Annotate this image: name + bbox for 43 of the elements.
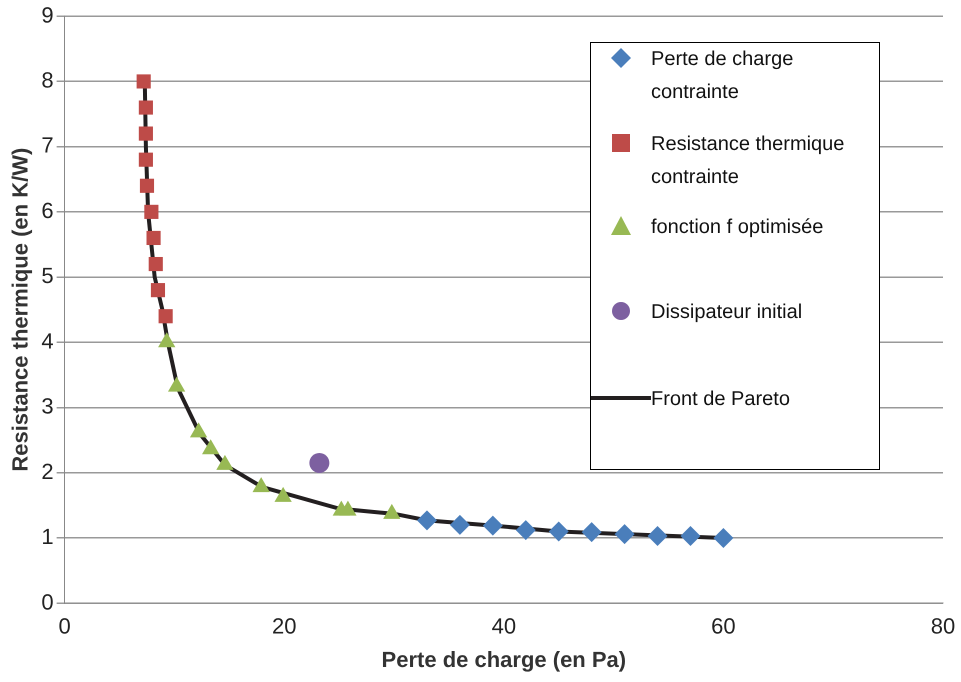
point (680, 526, 700, 546)
point (144, 204, 158, 219)
x-tick-label: 80 (930, 613, 956, 638)
point (138, 126, 153, 141)
point (648, 526, 668, 546)
point (136, 74, 151, 88)
point (548, 521, 569, 542)
y-tick-label: 6 (41, 198, 54, 223)
y-tick-label: 7 (41, 132, 54, 158)
point (582, 522, 602, 542)
point (309, 452, 330, 473)
point (614, 524, 635, 544)
point (416, 510, 437, 530)
point (148, 256, 163, 272)
point (140, 178, 154, 193)
x-tick-label: 0 (58, 613, 71, 638)
point (138, 152, 153, 167)
legend-label: Dissipateur initial (651, 300, 804, 325)
x-axis-title: Perte de charge (en Pa) (382, 646, 626, 672)
point (138, 100, 153, 115)
x-tick-label: 40 (492, 613, 516, 638)
y-tick-label: 9 (41, 2, 54, 28)
legend-label: fonction f optimisée (651, 215, 824, 240)
y-tick-label: 1 (41, 524, 54, 550)
legend-label: Front de Pareto (651, 387, 791, 412)
x-tick-label: 60 (711, 613, 736, 638)
point (158, 309, 173, 324)
y-tick-label: 5 (41, 263, 54, 288)
legend-label: Resistance thermique contrainte (651, 132, 846, 190)
y-tick-label: 8 (41, 67, 54, 92)
point (146, 230, 161, 246)
y-tick-label: 0 (41, 589, 54, 614)
point (482, 516, 503, 536)
y-tick-label: 3 (41, 394, 54, 419)
y-tick-label: 2 (41, 458, 54, 484)
point (150, 283, 166, 298)
point (516, 520, 536, 540)
y-axis-title: Resistance thermique (en K/W) (7, 148, 32, 472)
point (713, 528, 734, 548)
x-tick-label: 20 (272, 613, 296, 638)
y-tick-label: 4 (41, 328, 54, 354)
legend-label: Perte de charge contrainte (651, 47, 794, 105)
point (450, 514, 470, 535)
